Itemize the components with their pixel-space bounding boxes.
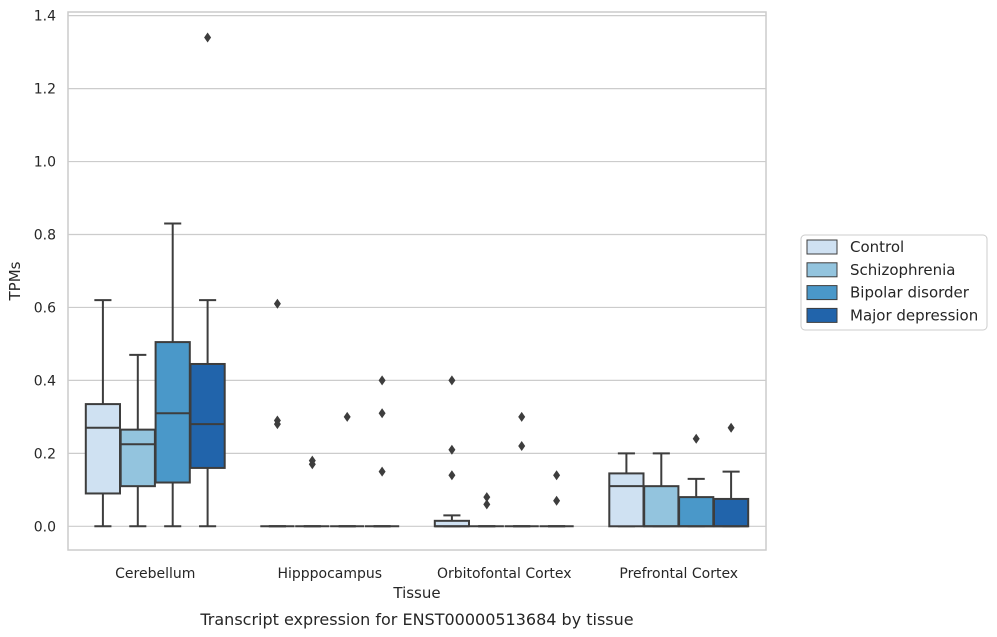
legend: Control Schizophrenia Bipolar disorder Majo… bbox=[800, 234, 988, 331]
outlier-point bbox=[273, 419, 281, 430]
outlier-point bbox=[378, 466, 386, 477]
legend-label: Schizophrenia bbox=[850, 261, 955, 279]
outlier-point bbox=[448, 470, 456, 481]
y-tick-label: 0.0 bbox=[34, 519, 56, 535]
chart-caption: Transcript expression for ENST0000051368… bbox=[199, 610, 633, 629]
box-plots bbox=[84, 32, 750, 528]
box-3-0 bbox=[608, 452, 645, 528]
box-body bbox=[678, 496, 715, 528]
outlier-point bbox=[727, 422, 735, 433]
outlier-point bbox=[204, 32, 212, 43]
box-body bbox=[608, 472, 645, 528]
box-body bbox=[643, 485, 680, 528]
box-1-1 bbox=[295, 455, 330, 528]
box-2-2 bbox=[504, 411, 539, 528]
outlier-point bbox=[273, 298, 281, 309]
outlier-point bbox=[308, 459, 316, 470]
y-tick-label: 0.2 bbox=[34, 446, 56, 462]
box-3-2 bbox=[678, 433, 715, 528]
box-body bbox=[712, 497, 750, 528]
box-0-3 bbox=[189, 32, 226, 528]
x-tick-label: Prefrontal Cortex bbox=[619, 566, 738, 582]
outlier-point bbox=[553, 470, 561, 481]
outlier-point bbox=[692, 433, 700, 444]
y-tick-label: 1.4 bbox=[34, 9, 56, 25]
legend-swatch bbox=[806, 285, 838, 301]
outlier-point bbox=[483, 492, 491, 503]
box-2-3 bbox=[539, 470, 574, 528]
outlier-point bbox=[518, 411, 526, 422]
box-2-0 bbox=[433, 375, 471, 528]
box-3-3 bbox=[712, 422, 750, 528]
outlier-point bbox=[518, 441, 526, 452]
x-tick-label: Hipppocampus bbox=[277, 566, 382, 582]
y-tick-label: 0.8 bbox=[34, 227, 56, 243]
box-0-2 bbox=[154, 222, 191, 528]
legend-swatch bbox=[806, 307, 838, 323]
box-1-0 bbox=[260, 298, 295, 528]
outlier-point bbox=[448, 444, 456, 455]
y-axis-title: TPMs bbox=[6, 261, 24, 301]
plot-frame bbox=[67, 11, 767, 551]
legend-label: Major depression bbox=[850, 306, 978, 324]
y-tick-labels: 0.0 0.2 0.4 0.6 0.8 1.0 1.2 1.4 bbox=[34, 9, 56, 536]
outlier-point bbox=[378, 408, 386, 419]
box-body bbox=[84, 403, 122, 495]
legend-swatch bbox=[806, 262, 838, 278]
x-tick-labels: Cerebellum Hipppocampus Orbitofontal Corte… bbox=[115, 566, 738, 582]
box-1-3 bbox=[364, 375, 400, 528]
y-tick-label: 0.4 bbox=[34, 373, 56, 389]
outlier-point bbox=[378, 375, 386, 386]
legend-label: Bipolar disorder bbox=[850, 284, 970, 302]
x-tick-label: Orbitofontal Cortex bbox=[437, 566, 572, 582]
box-body bbox=[189, 362, 226, 469]
box-body bbox=[119, 428, 156, 488]
outlier-point bbox=[343, 411, 351, 422]
legend-label: Control bbox=[850, 238, 904, 256]
legend-frame bbox=[800, 234, 988, 331]
box-1-2 bbox=[330, 411, 365, 528]
y-tick-label: 1.0 bbox=[34, 155, 56, 171]
box-0-0 bbox=[84, 299, 122, 528]
x-tick-label: Cerebellum bbox=[115, 566, 195, 582]
outlier-point bbox=[553, 495, 561, 506]
y-tick-label: 1.2 bbox=[34, 82, 56, 98]
legend-swatch bbox=[806, 239, 838, 255]
y-tick-label: 0.6 bbox=[34, 300, 56, 316]
outlier-point bbox=[483, 499, 491, 510]
box-2-1 bbox=[469, 492, 504, 528]
outlier-point bbox=[448, 375, 456, 386]
x-axis-title: Tissue bbox=[392, 584, 440, 602]
box-3-1 bbox=[643, 452, 680, 528]
